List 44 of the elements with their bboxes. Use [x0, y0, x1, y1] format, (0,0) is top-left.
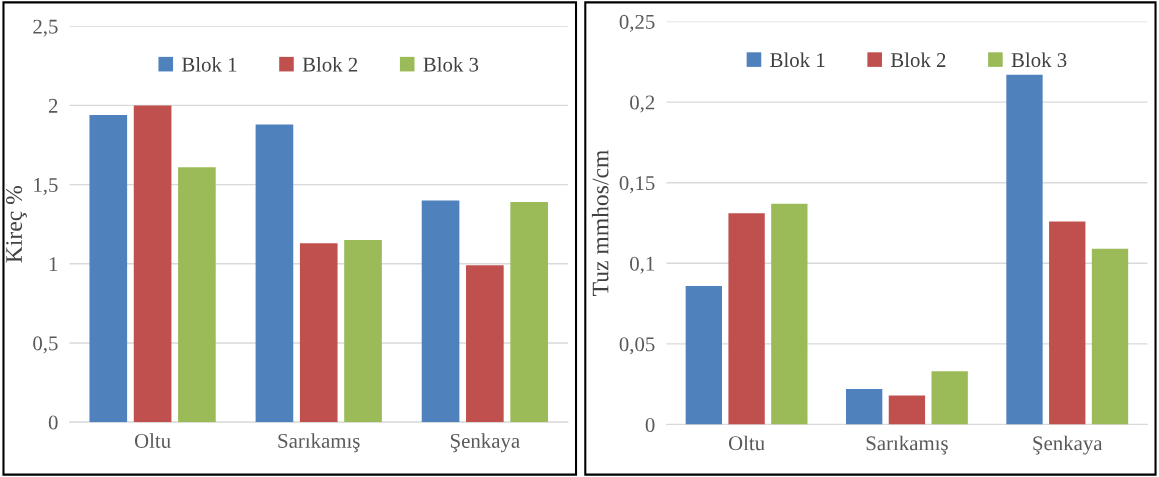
bar	[344, 240, 382, 423]
x-tick-label: Sarıkamış	[866, 435, 948, 455]
bar	[845, 389, 883, 425]
bar	[685, 285, 723, 425]
bar	[178, 167, 216, 423]
bar	[931, 371, 968, 425]
bar	[1091, 248, 1129, 425]
x-tick-label: Şenkaya	[450, 433, 520, 453]
y-axis-title: Tuz mmhos/cm	[591, 150, 609, 296]
y-tick-label: 0,2	[630, 95, 655, 113]
y-tick-label: 0	[48, 415, 58, 430]
y-tick-label: 0,05	[619, 337, 655, 355]
bar	[466, 265, 504, 423]
bar	[771, 203, 808, 425]
legend-label: Blok 3	[1011, 52, 1067, 68]
bar	[1006, 74, 1043, 425]
x-tick-label: Sarıkamış	[278, 433, 360, 453]
y-tick-label: 1	[49, 257, 58, 272]
y-tick-label: 0,25	[619, 14, 655, 32]
legend-label: Blok 1	[181, 56, 237, 72]
legend-label: Blok 3	[423, 56, 479, 72]
bar	[728, 213, 765, 425]
bar	[89, 114, 128, 423]
bar	[299, 243, 338, 423]
y-tick-label: 0,1	[630, 256, 655, 274]
y-tick-label: 0	[645, 417, 655, 432]
x-tick-label: Şenkaya	[1033, 435, 1103, 455]
y-axis-title: Kireç %	[6, 185, 27, 263]
x-tick-label: Oltu	[728, 435, 765, 451]
y-tick-label: 2,5	[33, 19, 58, 37]
y-tick-label: 0,5	[33, 336, 58, 354]
bar	[510, 202, 548, 423]
bar	[888, 395, 926, 425]
bar	[1049, 221, 1086, 425]
bar	[255, 124, 294, 423]
y-tick-label: 1,5	[34, 178, 58, 196]
bar	[421, 200, 460, 423]
legend-label: Blok 1	[770, 52, 825, 68]
x-tick-label: Oltu	[134, 433, 171, 448]
legend-label: Blok 2	[302, 56, 358, 72]
y-tick-label: 0,15	[619, 176, 655, 194]
legend-label: Blok 2	[890, 52, 946, 68]
y-tick-label: 2	[48, 98, 58, 113]
bar	[133, 105, 172, 423]
